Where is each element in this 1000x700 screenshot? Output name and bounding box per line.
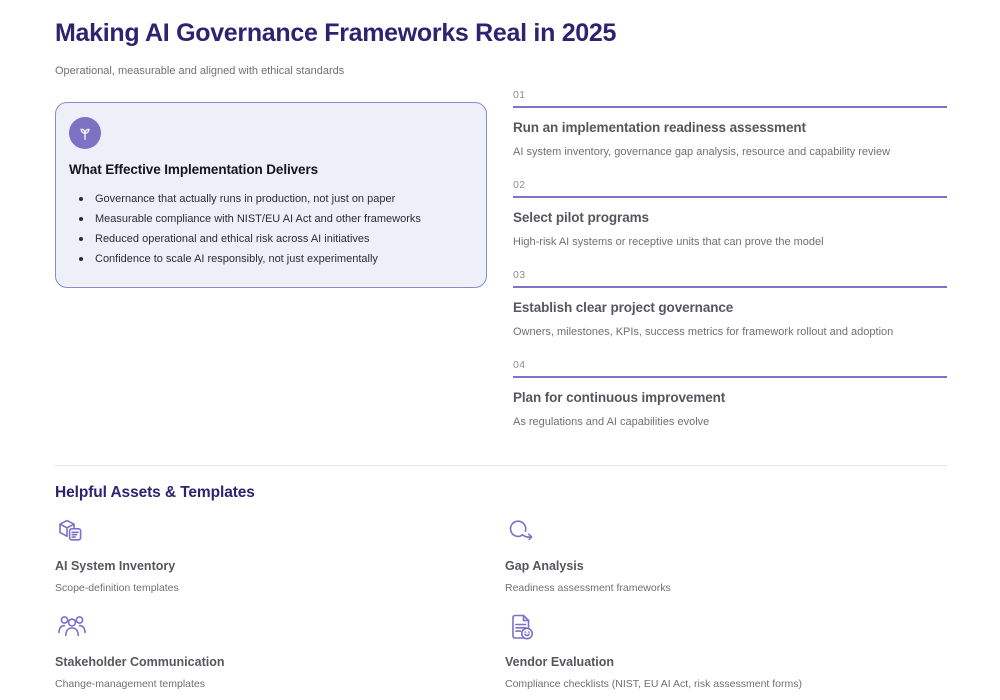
page-title: Making AI Governance Frameworks Real in … bbox=[55, 19, 617, 47]
asset-item-gap-analysis: Gap Analysis Readiness assessment framew… bbox=[505, 515, 947, 594]
benefit-item: Confidence to scale AI responsibly, not … bbox=[69, 249, 468, 269]
step-description: AI system inventory, governance gap anal… bbox=[513, 146, 891, 158]
asset-title: AI System Inventory bbox=[55, 559, 176, 573]
asset-description: Scope-definition templates bbox=[55, 582, 179, 594]
sprout-icon bbox=[69, 117, 101, 149]
step-title: Select pilot programs bbox=[513, 210, 649, 225]
benefit-item: Reduced operational and ethical risk acr… bbox=[69, 229, 468, 249]
assets-grid: AI System Inventory Scope-definition tem… bbox=[55, 515, 947, 690]
step-item-4: 04 Plan for continuous improvement As re… bbox=[513, 359, 947, 428]
benefits-list: Governance that actually runs in product… bbox=[69, 189, 468, 269]
step-description: Owners, milestones, KPIs, success metric… bbox=[513, 326, 894, 338]
benefit-item: Measurable compliance with NIST/EU AI Ac… bbox=[69, 209, 468, 229]
step-title: Plan for continuous improvement bbox=[513, 390, 726, 405]
loop-arrow-icon bbox=[505, 515, 537, 547]
package-icon bbox=[55, 515, 87, 547]
main-content: What Effective Implementation Delivers G… bbox=[55, 89, 947, 449]
benefits-card: What Effective Implementation Delivers G… bbox=[55, 102, 487, 288]
steps-list: 01 Run an implementation readiness asses… bbox=[513, 89, 947, 449]
step-number: 04 bbox=[513, 359, 947, 378]
step-description: High-risk AI systems or receptive units … bbox=[513, 236, 824, 248]
step-item-3: 03 Establish clear project governance Ow… bbox=[513, 269, 947, 338]
section-divider bbox=[55, 465, 947, 466]
step-title: Establish clear project governance bbox=[513, 300, 734, 315]
document-check-icon bbox=[505, 611, 537, 643]
step-description: As regulations and AI capabilities evolv… bbox=[513, 416, 710, 428]
step-item-1: 01 Run an implementation readiness asses… bbox=[513, 89, 947, 158]
people-icon bbox=[55, 611, 87, 643]
benefit-item: Governance that actually runs in product… bbox=[69, 189, 468, 209]
asset-item-ai-system-inventory: AI System Inventory Scope-definition tem… bbox=[55, 515, 505, 594]
benefits-heading: What Effective Implementation Delivers bbox=[69, 162, 319, 177]
asset-description: Readiness assessment frameworks bbox=[505, 582, 671, 594]
step-item-2: 02 Select pilot programs High-risk AI sy… bbox=[513, 179, 947, 248]
asset-item-stakeholder-communication: Stakeholder Communication Change-managem… bbox=[55, 611, 505, 690]
asset-description: Compliance checklists (NIST, EU AI Act, … bbox=[505, 678, 802, 690]
asset-item-vendor-evaluation: Vendor Evaluation Compliance checklists … bbox=[505, 611, 947, 690]
page-subtitle: Operational, measurable and aligned with… bbox=[55, 65, 345, 77]
step-number: 03 bbox=[513, 269, 947, 288]
asset-title: Vendor Evaluation bbox=[505, 655, 615, 669]
step-number: 01 bbox=[513, 89, 947, 108]
asset-title: Gap Analysis bbox=[505, 559, 584, 573]
step-title: Run an implementation readiness assessme… bbox=[513, 120, 806, 135]
asset-title: Stakeholder Communication bbox=[55, 655, 225, 669]
assets-section-heading: Helpful Assets & Templates bbox=[55, 484, 255, 501]
asset-description: Change-management templates bbox=[55, 678, 206, 690]
step-number: 02 bbox=[513, 179, 947, 198]
